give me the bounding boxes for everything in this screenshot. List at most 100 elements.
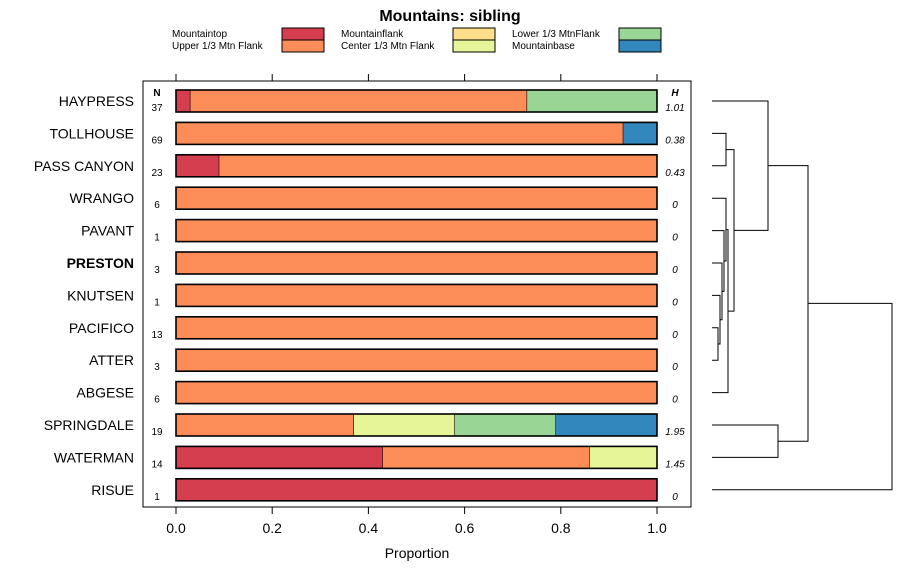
bar-outline [175,283,658,308]
x-axis: 0.0 0.2 0.4 0.6 0.8 1.0 [166,74,667,536]
site-label: ATTER [89,352,134,368]
bar-segment [176,187,657,210]
legend-label: Upper 1/3 Mtn Flank [172,41,264,52]
legend-swatch [452,27,496,41]
bar-rows: HAYPRESS 37 1.01 TOLLHOUSE 69 0.38 PASS CANYON… [34,89,685,503]
legend-swatch [281,27,325,41]
h-value: 0 [672,395,678,406]
bar-segment [176,284,657,307]
h-value: 0 [672,233,678,244]
dendrogram [712,100,893,491]
bar-segment [623,122,657,145]
h-value: 0 [672,362,678,373]
h-value: 0 [672,492,678,503]
h-value: 0.43 [665,168,685,179]
site-label: KNUTSEN [67,287,134,303]
dendrogram-link [712,132,727,167]
h-value: 0 [672,265,678,276]
site-label: PAVANT [81,223,134,239]
bar-segment [219,154,658,177]
n-value: 69 [151,135,163,146]
bar-segment [176,252,657,274]
legend-label: Center 1/3 Mtn Flank [341,41,435,52]
bar-segment [555,414,657,436]
x-tick-label: 0.8 [551,520,571,536]
n-value: 3 [154,362,160,373]
site-label: PRESTON [67,255,134,271]
bar-outline [175,154,658,178]
bar-outline [175,186,658,210]
bar-outline [175,218,658,243]
n-value: 37 [151,103,163,114]
x-axis-label: Proportion [385,545,450,561]
bar-segment [176,381,657,404]
bar-segment [176,446,383,469]
bar-segment [176,219,657,242]
legend-swatch [452,39,496,53]
site-label: WATERMAN [54,449,134,465]
site-label: HAYPRESS [59,93,134,109]
bar-outline [175,380,658,405]
bar-outline [175,315,658,340]
h-value: 0 [672,297,678,308]
dendrogram-link [768,165,809,442]
plot-frame [142,80,692,508]
chart-title: Mountains: sibling [379,8,520,25]
legend-label: Mountainflank [341,29,404,40]
site-label: ABGESE [76,385,134,401]
legend-swatch [281,39,325,53]
bar-segment [176,414,354,436]
n-value: 1 [154,297,160,308]
legend-label: Mountaintop [172,29,227,40]
n-value: 1 [154,233,160,244]
h-value: 0 [672,200,678,211]
bar-segment [176,349,657,372]
x-tick-label: 0.4 [359,520,379,536]
dendrogram-link [726,149,735,312]
h-column-header: H [671,88,679,99]
n-value: 3 [154,265,160,276]
h-value: 1.01 [665,103,684,114]
bar-segment [176,316,657,339]
x-tick-label: 0.2 [262,520,282,536]
site-label: PASS CANYON [34,158,134,174]
bar-segment [176,90,191,112]
legend-swatch [618,27,662,41]
legend-label: Mountainbase [512,41,575,52]
dendrogram-link [712,302,893,491]
n-value: 19 [151,427,163,438]
h-value: 1.45 [665,459,685,470]
bar-outline [175,89,658,113]
site-label: TOLLHOUSE [49,125,134,141]
n-value: 6 [154,200,160,211]
bar-outline [175,445,658,470]
site-label: RISUE [91,482,134,498]
x-tick-label: 1.0 [647,520,667,536]
n-value: 14 [151,459,163,470]
dendrogram-link [712,294,721,345]
dendrogram-link [712,424,779,458]
site-label: SPRINGDALE [44,417,134,433]
bar-outline [175,413,658,437]
bar-segment [176,478,657,501]
bar-outline [175,348,658,373]
bar-outline [175,121,658,146]
n-value: 23 [151,168,163,179]
bar-segment [190,90,528,112]
legend-swatch [618,39,662,53]
n-value: 6 [154,395,160,406]
n-value: 13 [151,330,163,341]
dendrogram-link [712,327,719,361]
bar-segment [176,122,624,145]
bar-segment [589,446,657,469]
bar-outline [175,251,658,275]
bar-segment [454,414,556,436]
bar-outline [175,477,658,502]
site-label: WRANGO [69,190,134,206]
h-value: 0.38 [665,135,685,146]
n-column-header: N [153,88,160,99]
bar-segment [382,446,590,469]
bar-segment [527,90,657,112]
